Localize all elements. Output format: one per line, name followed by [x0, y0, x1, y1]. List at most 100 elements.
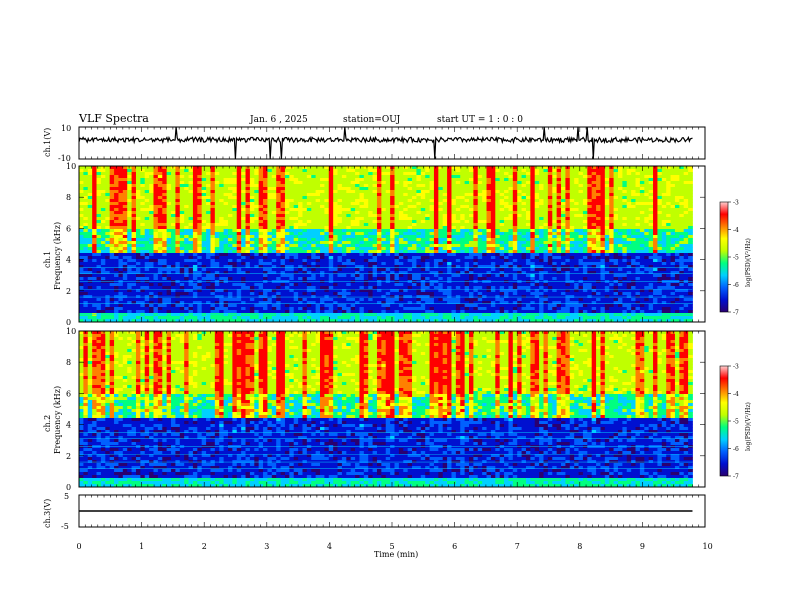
- spectrogram-cell: [508, 208, 513, 211]
- spectrogram-cell: [377, 169, 382, 172]
- spectrogram-cell: [535, 190, 540, 193]
- spectrogram-cell: [684, 253, 689, 256]
- spectrogram-cell: [215, 181, 220, 184]
- spectrogram-cell: [359, 232, 364, 235]
- spectrogram-cell: [456, 202, 461, 205]
- spectrogram-cell: [622, 226, 627, 229]
- spectrogram-cell: [158, 229, 163, 232]
- spectrogram-cell: [145, 232, 150, 235]
- spectrogram-cell: [408, 220, 413, 223]
- spectrogram-cell: [145, 268, 150, 271]
- spectrogram-cell: [548, 247, 553, 250]
- spectrogram-cell: [118, 178, 123, 181]
- spectrogram-cell: [609, 223, 614, 226]
- spectrogram-cell: [307, 214, 312, 217]
- spectrogram-cell: [259, 172, 264, 175]
- spectrogram-cell: [158, 178, 163, 181]
- spectrogram-cell: [346, 235, 351, 238]
- spectrogram-cell: [517, 172, 522, 175]
- spectrogram-cell: [570, 205, 575, 208]
- spectrogram-cell: [359, 256, 364, 259]
- spectrogram-cell: [390, 265, 395, 268]
- spectrogram-cell: [561, 235, 566, 238]
- spectrogram-cell: [539, 184, 544, 187]
- spectrogram-cell: [338, 265, 343, 268]
- spectrogram-cell: [101, 226, 106, 229]
- spectrogram-cell: [653, 250, 658, 253]
- spectrogram-cell: [552, 244, 557, 247]
- spectrogram-cell: [307, 202, 312, 205]
- spectrogram-cell: [202, 220, 207, 223]
- spectrogram-cell: [622, 229, 627, 232]
- spectrogram-cell: [386, 172, 391, 175]
- spectrogram-cell: [355, 259, 360, 262]
- spectrogram-cell: [342, 178, 347, 181]
- spectrogram-cell: [381, 259, 386, 262]
- spectrogram-cell: [127, 178, 132, 181]
- spectrogram-cell: [189, 175, 194, 178]
- spectrogram-cell: [491, 178, 496, 181]
- spectrogram-cell: [640, 175, 645, 178]
- spectrogram-cell: [653, 199, 658, 202]
- spectrogram-cell: [416, 220, 421, 223]
- spectrogram-cell: [600, 217, 605, 220]
- spectrogram-cell: [79, 169, 84, 172]
- spectrogram-cell: [412, 250, 417, 253]
- spectrogram-cell: [627, 196, 632, 199]
- spectrogram-cell: [684, 223, 689, 226]
- spectrogram-cell: [596, 259, 601, 262]
- spectrogram-cell: [482, 172, 487, 175]
- spectrogram-cell: [210, 253, 215, 256]
- spectrogram-cell: [530, 205, 535, 208]
- spectrogram-cell: [175, 211, 180, 214]
- spectrogram-cell: [574, 205, 579, 208]
- spectrogram-cell: [193, 172, 198, 175]
- spectrogram-cell: [653, 232, 658, 235]
- spectrogram-cell: [171, 205, 176, 208]
- spectrogram-cell: [522, 193, 527, 196]
- spectrogram-cell: [460, 238, 465, 241]
- spectrogram-cell: [158, 196, 163, 199]
- spectrogram-cell: [184, 238, 189, 241]
- spectrogram-cell: [346, 259, 351, 262]
- spectrogram-cell: [320, 238, 325, 241]
- spectrogram-cell: [224, 190, 229, 193]
- spectrogram-cell: [364, 187, 369, 190]
- spectrogram-cell: [281, 196, 286, 199]
- spectrogram-cell: [175, 247, 180, 250]
- spectrogram-cell: [543, 238, 548, 241]
- spectrogram-cell: [443, 235, 448, 238]
- spectrogram-cell: [552, 178, 557, 181]
- spectrogram-cell: [210, 169, 215, 172]
- spectrogram-cell: [662, 220, 667, 223]
- spectrogram-cell: [618, 187, 623, 190]
- spectrogram-cell: [491, 214, 496, 217]
- spectrogram-cell: [592, 229, 597, 232]
- spectrogram-cell: [197, 220, 202, 223]
- spectrogram-cell: [517, 253, 522, 256]
- spectrogram-cell: [399, 235, 404, 238]
- spectrogram-cell: [215, 223, 220, 226]
- spectrogram-cell: [162, 166, 167, 169]
- spectrogram-cell: [97, 220, 102, 223]
- spectrogram-cell: [579, 187, 584, 190]
- spectrogram-cell: [552, 181, 557, 184]
- spectrogram-cell: [592, 259, 597, 262]
- spectrogram-cell: [359, 190, 364, 193]
- spectrogram-cell: [487, 250, 492, 253]
- spectrogram-cell: [259, 202, 264, 205]
- spectrogram-cell: [605, 187, 610, 190]
- spectrogram-cell: [355, 262, 360, 265]
- spectrogram-cell: [272, 256, 277, 259]
- spectrogram-cell: [460, 187, 465, 190]
- spectrogram-cell: [351, 238, 356, 241]
- spectrogram-cell: [517, 202, 522, 205]
- spectrogram-cell: [679, 262, 684, 265]
- spectrogram-cell: [425, 253, 430, 256]
- spectrogram-cell: [346, 169, 351, 172]
- spectrogram-cell: [456, 232, 461, 235]
- spectrogram-cell: [508, 214, 513, 217]
- spectrogram-cell: [246, 181, 251, 184]
- spectrogram-cell: [189, 265, 194, 268]
- spectrogram-cell: [456, 220, 461, 223]
